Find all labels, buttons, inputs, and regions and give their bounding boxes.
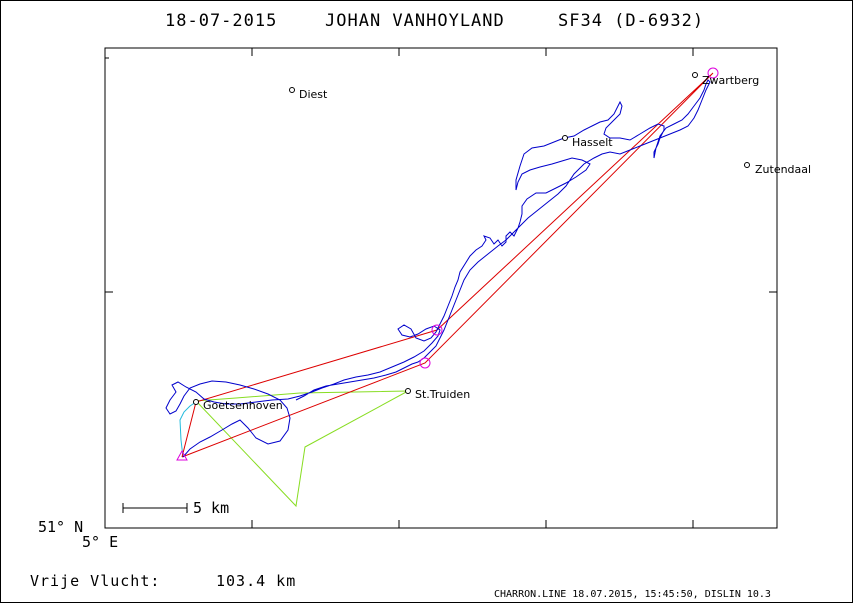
flight-date: 18-07-2015: [165, 11, 277, 31]
software-credit: CHARRON.LINE 18.07.2015, 15:45:50, DISLI…: [494, 589, 771, 600]
glider-id: SF34 (D-6932): [558, 11, 704, 31]
place-label-sttruiden: St.Truiden: [415, 388, 470, 401]
latitude-label: 51° N: [38, 518, 83, 536]
place-marker-hasselt: [562, 135, 568, 141]
frame-ticks: [105, 48, 777, 528]
flight-distance: 103.4 km: [216, 572, 296, 590]
turnpoint-markers: [176, 67, 719, 461]
turnpoint-2: [419, 357, 431, 369]
place-marker-zwartberg: [692, 72, 698, 78]
place-marker-zutendaal: [744, 162, 750, 168]
place-marker-sttruiden: [405, 388, 411, 394]
place-label-zutendaal: Zutendaal: [755, 163, 811, 176]
launch-track: [179, 401, 197, 458]
flight-track: [165, 79, 711, 458]
place-markers: [193, 72, 750, 405]
place-marker-goetsenhoven: [193, 399, 199, 405]
place-marker-diest: [289, 87, 295, 93]
scale-bar-label: 5 km: [193, 499, 229, 517]
map-frame: [104, 47, 778, 529]
task-line: [181, 72, 714, 458]
pilot-name: JOHAN VANHOYLAND: [325, 11, 505, 31]
turnpoint-1: [431, 324, 443, 336]
start-triangle: [176, 449, 188, 461]
place-label-hasselt: Hasselt: [572, 136, 613, 149]
place-label-goetsenhoven: Goetsenhoven: [203, 399, 283, 412]
flight-type-label: Vrije Vlucht:: [30, 572, 160, 590]
place-label-zwartberg: Zwartberg: [702, 74, 759, 87]
longitude-label: 5° E: [82, 533, 118, 551]
scale-bar: [122, 503, 188, 513]
turnpoint-zwartberg: [707, 67, 719, 79]
place-label-diest: Diest: [299, 88, 328, 101]
